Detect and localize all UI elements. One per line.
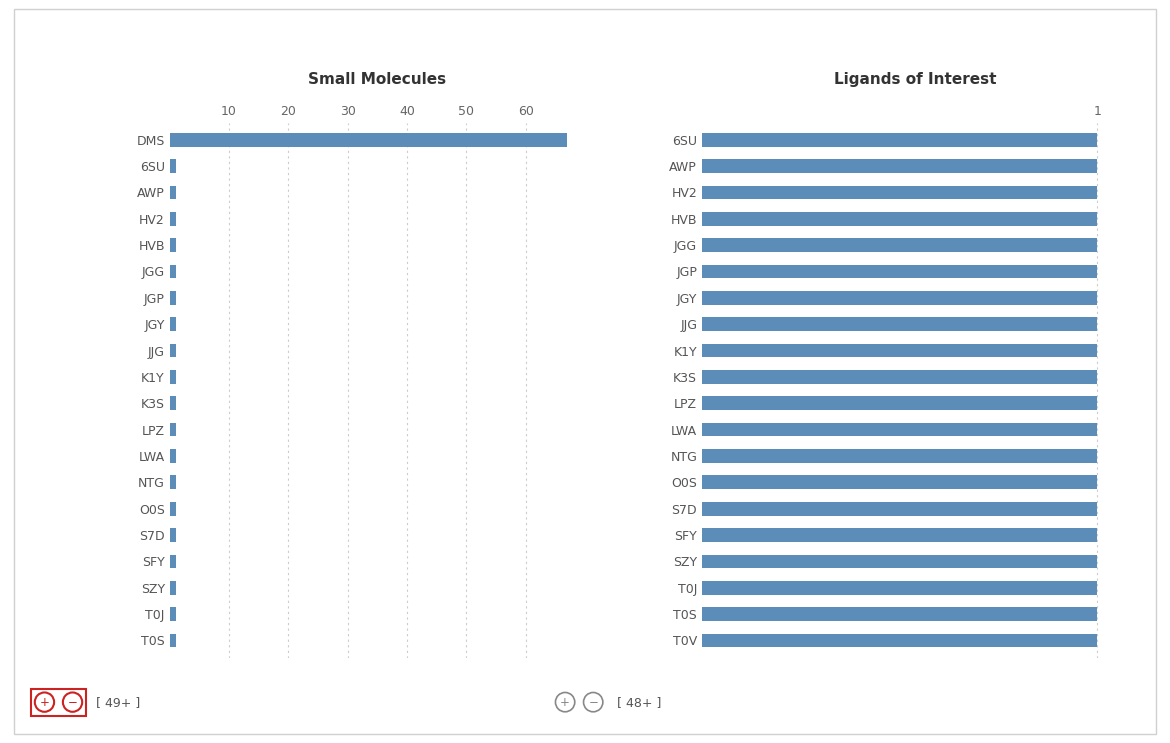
Bar xyxy=(702,370,1097,383)
Bar xyxy=(702,502,1097,516)
Bar xyxy=(170,370,175,383)
Bar xyxy=(170,476,175,489)
Bar xyxy=(170,265,175,279)
Bar xyxy=(170,554,175,568)
Bar xyxy=(170,634,175,647)
Bar xyxy=(702,581,1097,594)
Bar xyxy=(170,344,175,357)
Bar xyxy=(170,291,175,305)
Bar xyxy=(702,265,1097,279)
Bar xyxy=(170,159,175,173)
Bar xyxy=(170,317,175,331)
Bar xyxy=(702,133,1097,146)
Bar xyxy=(702,397,1097,410)
Text: −: − xyxy=(589,695,598,709)
Text: Small Molecules: Small Molecules xyxy=(32,21,165,39)
Bar xyxy=(702,317,1097,331)
Bar xyxy=(170,449,175,463)
Bar xyxy=(170,581,175,594)
Text: +: + xyxy=(40,695,49,709)
Bar xyxy=(170,186,175,199)
Title: Ligands of Interest: Ligands of Interest xyxy=(834,72,997,87)
Bar xyxy=(702,634,1097,647)
Title: Small Molecules: Small Molecules xyxy=(308,72,447,87)
Bar xyxy=(170,528,175,542)
Bar xyxy=(702,528,1097,542)
Bar xyxy=(170,607,175,621)
Bar xyxy=(170,239,175,252)
Bar xyxy=(702,212,1097,226)
Text: +: + xyxy=(560,695,570,709)
Bar xyxy=(702,607,1097,621)
Bar xyxy=(702,186,1097,199)
Bar xyxy=(702,159,1097,173)
Bar xyxy=(702,476,1097,489)
Bar xyxy=(702,344,1097,357)
Bar xyxy=(170,133,567,146)
Bar xyxy=(702,291,1097,305)
Bar xyxy=(702,239,1097,252)
Bar xyxy=(170,423,175,436)
Bar xyxy=(702,554,1097,568)
Text: [ 48+ ]: [ 48+ ] xyxy=(617,695,661,709)
Bar xyxy=(170,502,175,516)
Bar xyxy=(702,423,1097,436)
Bar xyxy=(170,397,175,410)
Bar xyxy=(702,449,1097,463)
Text: [ 49+ ]: [ 49+ ] xyxy=(96,695,140,709)
Text: −: − xyxy=(68,695,77,709)
Bar xyxy=(170,212,175,226)
